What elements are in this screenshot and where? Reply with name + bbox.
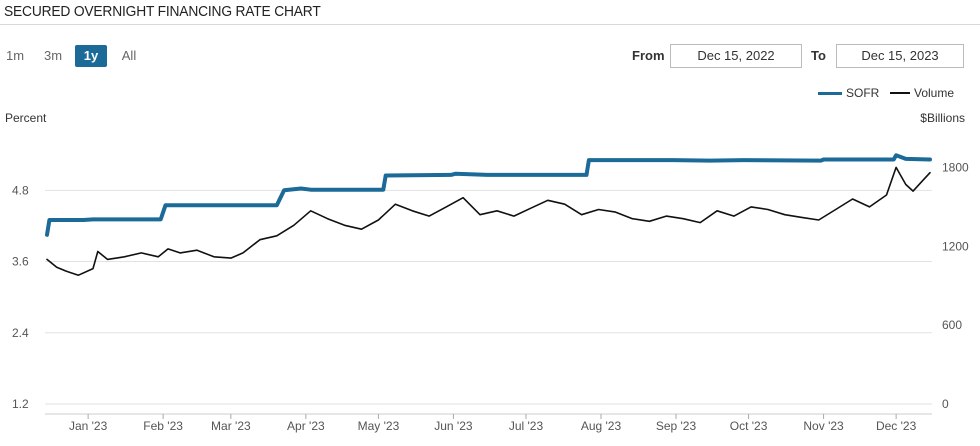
legend-label-volume[interactable]: Volume [914, 86, 954, 100]
range-button-3m[interactable]: 3m [40, 45, 66, 67]
series-line-volume [47, 167, 930, 275]
y-left-tick-label: 1.2 [12, 397, 29, 411]
y-right-tick-label: 0 [942, 397, 949, 411]
from-date-input[interactable]: Dec 15, 2022 [670, 44, 802, 68]
x-tick-label: Jul '23 [509, 419, 544, 433]
x-tick-label: Jun '23 [434, 419, 473, 433]
chart-legend: SOFR Volume [814, 86, 964, 100]
y-right-tick-label: 600 [942, 318, 962, 332]
x-tick-label: Oct '23 [730, 419, 768, 433]
x-tick-label: Mar '23 [211, 419, 251, 433]
to-date-input[interactable]: Dec 15, 2023 [836, 44, 964, 68]
to-label: To [811, 48, 826, 63]
y-right-tick-label: 1200 [942, 239, 969, 253]
y-left-tick-label: 2.4 [12, 326, 29, 340]
left-axis-title: Percent [5, 111, 46, 125]
from-label: From [632, 48, 665, 63]
range-button-all[interactable]: All [116, 45, 142, 67]
y-left-tick-label: 4.8 [12, 183, 29, 197]
x-tick-label: Aug '23 [581, 419, 622, 433]
page-title: SECURED OVERNIGHT FINANCING RATE CHART [4, 3, 321, 20]
series-line-sofr [47, 155, 930, 235]
y-left-tick-label: 3.6 [12, 255, 29, 269]
x-tick-label: Nov '23 [803, 419, 844, 433]
legend-swatch-sofr [818, 92, 842, 95]
legend-label-sofr[interactable]: SOFR [846, 86, 879, 100]
range-button-1m[interactable]: 1m [2, 45, 28, 67]
x-tick-label: Jan '23 [69, 419, 108, 433]
right-axis-title: $Billions [920, 111, 965, 125]
y-right-tick-label: 1800 [942, 160, 969, 174]
x-tick-label: Apr '23 [287, 419, 325, 433]
x-tick-label: Feb '23 [143, 419, 183, 433]
x-tick-label: May '23 [358, 419, 400, 433]
x-tick-label: Sep '23 [656, 419, 697, 433]
x-tick-label: Dec '23 [876, 419, 917, 433]
title-divider [0, 24, 980, 25]
legend-swatch-volume [890, 92, 910, 94]
range-button-1y[interactable]: 1y [75, 45, 107, 67]
